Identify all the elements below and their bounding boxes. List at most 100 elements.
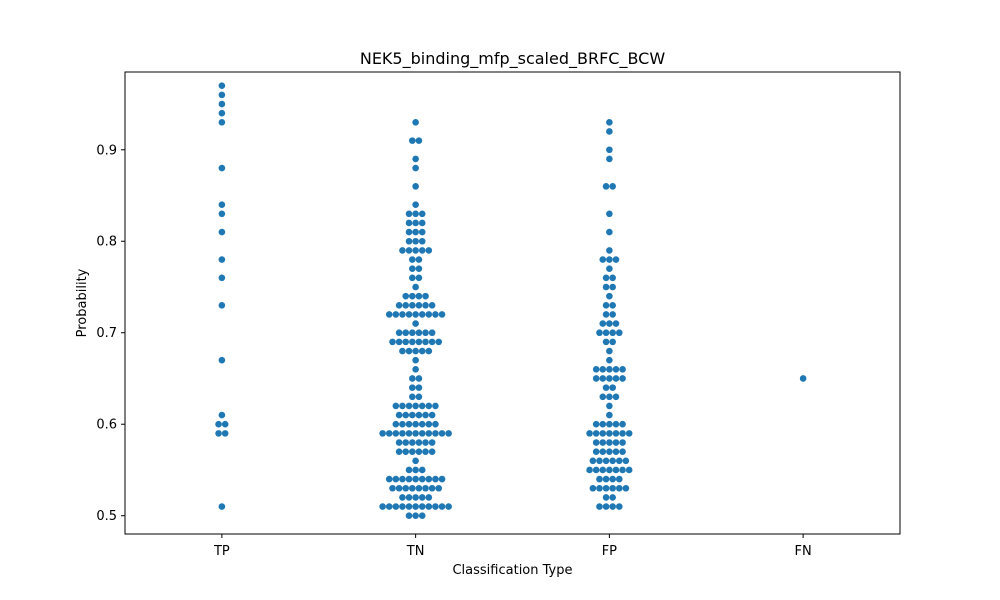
data-point-fp <box>619 466 626 474</box>
data-point-fp <box>612 466 620 474</box>
data-point-tn <box>428 484 436 492</box>
data-point-tn <box>418 466 426 474</box>
data-point-tn <box>422 448 429 455</box>
data-point-tn <box>418 347 426 355</box>
data-point-fp <box>599 366 607 373</box>
data-point-tn <box>418 210 426 218</box>
data-point-tn <box>412 430 419 437</box>
data-point-fp <box>602 484 610 492</box>
data-point-tn <box>399 247 406 254</box>
data-point-fp <box>612 448 620 455</box>
data-point-tn <box>399 420 406 428</box>
data-point-tn <box>428 439 436 446</box>
data-point-fp <box>606 439 613 446</box>
data-point-fp <box>609 494 616 501</box>
data-point-tn <box>412 237 419 245</box>
data-point-tp <box>215 420 222 428</box>
data-point-tn <box>415 484 423 492</box>
y-tick-label: 0.5 <box>96 509 117 524</box>
data-point-tn <box>392 430 400 437</box>
data-point-tn <box>432 402 439 410</box>
data-point-fp <box>606 411 613 419</box>
data-point-tn <box>412 247 419 254</box>
data-point-fp <box>599 420 607 428</box>
data-point-tn <box>418 247 426 254</box>
x-axis-label: Classification Type <box>452 563 572 578</box>
data-point-fp <box>592 448 600 455</box>
data-point-tn <box>402 329 410 337</box>
data-point-tn <box>402 484 410 492</box>
data-point-tn <box>415 338 423 346</box>
data-point-fp <box>615 484 623 492</box>
data-point-tn <box>395 484 403 492</box>
data-point-tn <box>412 457 419 465</box>
data-point-fp <box>606 430 613 437</box>
data-point-tn <box>409 137 416 144</box>
data-point-fp <box>622 457 630 465</box>
data-point-fp <box>619 375 626 382</box>
data-point-tn <box>432 475 439 483</box>
data-point-fp <box>609 183 616 190</box>
data-point-tn <box>409 411 416 419</box>
data-point-tn <box>409 375 416 382</box>
data-point-fp <box>596 484 603 492</box>
data-point-fp <box>599 320 607 327</box>
data-point-fp <box>602 338 610 346</box>
data-point-tn <box>415 448 423 455</box>
data-point-tn <box>428 329 436 337</box>
data-point-tn <box>412 219 419 227</box>
data-point-tn <box>402 292 410 300</box>
data-point-fp <box>606 292 613 300</box>
data-point-tn <box>405 219 413 227</box>
data-point-tp <box>218 164 226 172</box>
data-point-tn <box>412 366 419 373</box>
data-point-tn <box>415 265 423 272</box>
data-point-tn <box>412 119 419 126</box>
data-point-tn <box>402 411 410 419</box>
y-tick-label: 0.8 <box>96 235 117 250</box>
data-point-tn <box>385 311 393 318</box>
data-point-tn <box>415 375 423 382</box>
data-point-fp <box>609 274 616 282</box>
y-tick-label: 0.9 <box>96 143 117 158</box>
data-point-tn <box>405 466 413 474</box>
y-tick-label: 0.6 <box>96 418 117 433</box>
data-point-fp <box>599 439 607 446</box>
data-point-tn <box>418 228 426 236</box>
data-point-tn <box>425 247 433 254</box>
data-point-tn <box>385 503 393 510</box>
data-point-tn <box>432 430 439 437</box>
data-point-tn <box>418 420 426 428</box>
data-point-tn <box>402 448 410 455</box>
data-point-tn <box>392 311 400 318</box>
chart-title: NEK5_binding_mfp_scaled_BRFC_BCW <box>360 49 665 69</box>
data-point-tn <box>405 237 413 245</box>
data-point-tn <box>425 311 433 318</box>
data-point-tn <box>428 448 436 455</box>
data-point-tn <box>435 338 443 346</box>
data-point-tn <box>412 228 419 236</box>
data-point-tn <box>422 292 429 300</box>
data-point-tp <box>218 228 226 236</box>
data-point-fp <box>602 311 610 318</box>
data-point-fp <box>619 448 626 455</box>
data-point-fp <box>612 393 620 401</box>
data-point-tn <box>425 494 433 501</box>
data-point-fp <box>602 329 610 337</box>
data-point-tp <box>218 301 226 309</box>
data-point-fp <box>609 283 616 291</box>
x-tick-label-fp: FP <box>602 544 617 559</box>
data-point-tp <box>218 356 226 364</box>
data-point-tn <box>415 301 423 309</box>
data-point-tn <box>418 402 426 410</box>
data-point-tn <box>409 301 416 309</box>
data-point-tn <box>405 210 413 218</box>
data-point-fp <box>609 329 616 337</box>
data-point-tn <box>392 420 400 428</box>
data-point-tn <box>428 411 436 419</box>
data-point-fp <box>602 283 610 291</box>
data-point-fp <box>619 430 626 437</box>
y-axis: 0.5 0.6 0.7 0.8 0.9 <box>96 143 125 524</box>
data-point-fp <box>615 329 623 337</box>
data-point-fp <box>596 329 603 337</box>
